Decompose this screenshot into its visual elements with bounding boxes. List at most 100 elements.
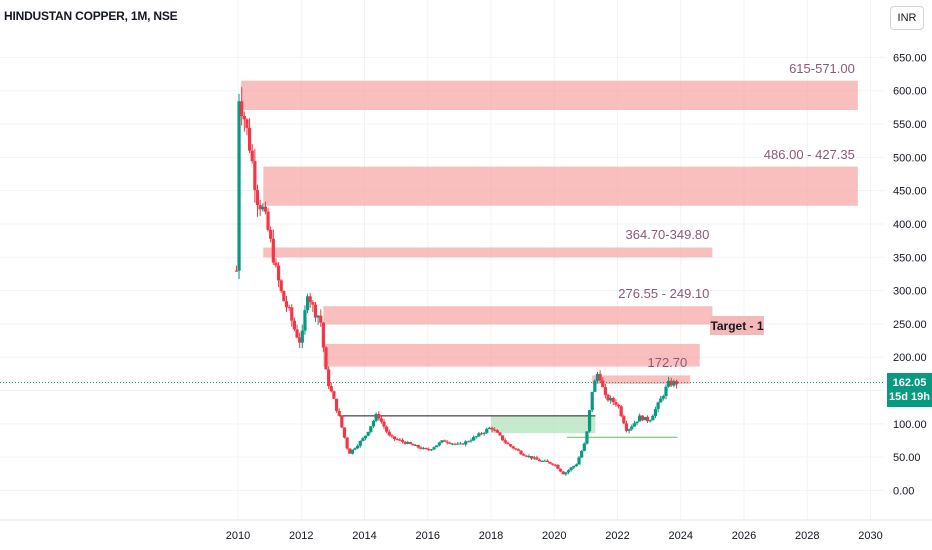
supply-zone: [592, 375, 691, 384]
candle-body: [269, 229, 273, 239]
candle-body: [345, 437, 349, 449]
zone-label-3: 364.70-349.80: [625, 227, 710, 243]
x-tick-label: 2016: [416, 530, 440, 542]
candle-body: [427, 449, 431, 451]
candle-body: [487, 427, 492, 429]
candle-body: [453, 443, 457, 445]
y-tick-label: 400.00: [893, 219, 927, 231]
candle-body: [645, 416, 650, 422]
candle-body: [556, 464, 560, 469]
candle-body: [337, 410, 341, 416]
price-axis-bg: [885, 0, 932, 550]
candle-body: [643, 416, 647, 421]
candle-body: [508, 444, 513, 447]
candle-body: [595, 373, 600, 381]
candle-body: [598, 373, 602, 381]
candle-body: [569, 467, 573, 471]
candle-body: [416, 445, 420, 448]
candle-body: [327, 369, 331, 387]
candle-body: [290, 307, 294, 321]
candle-body: [385, 426, 389, 432]
candle-body: [516, 449, 521, 451]
supply-zones: [0, 80, 885, 438]
candles: [234, 87, 679, 476]
candle-body: [448, 442, 452, 444]
candle-body: [424, 447, 428, 450]
candle-body: [258, 205, 262, 210]
zone-label-1: 615-571.00: [789, 60, 855, 76]
candle-body: [266, 211, 270, 230]
candle-body: [292, 320, 296, 330]
candle-body: [255, 190, 260, 206]
chart-title: HINDUSTAN COPPER, 1M, NSE: [4, 9, 178, 23]
candle-body: [240, 101, 244, 116]
candle-body: [334, 398, 339, 411]
candle-body: [332, 391, 336, 399]
candle-body: [535, 457, 539, 460]
candle-body: [363, 435, 368, 439]
candle-body: [577, 457, 581, 465]
candle-body: [300, 330, 304, 343]
y-tick-label: 550.00: [893, 119, 927, 131]
y-tick-label: 600.00: [893, 86, 927, 98]
x-tick-label: 2030: [858, 530, 882, 542]
candle-body: [669, 380, 673, 386]
candle-body: [540, 460, 544, 462]
candle-body: [282, 291, 286, 302]
candle-body: [503, 440, 507, 443]
candle-body: [532, 457, 536, 459]
candle-body: [656, 402, 660, 410]
candle-body: [582, 443, 586, 451]
x-tick-label: 2014: [352, 530, 376, 542]
candle-body: [482, 432, 486, 434]
candle-body: [387, 431, 391, 436]
candle-body: [537, 459, 542, 462]
target-label: Target - 1: [710, 316, 764, 335]
candle-body: [601, 380, 605, 388]
candle-body: [443, 440, 447, 442]
y-tick-label: 0.00: [893, 486, 914, 498]
candle-body: [479, 433, 484, 435]
candle-body: [379, 418, 383, 422]
candle-body: [253, 161, 257, 191]
candle-body: [356, 445, 360, 449]
candle-body: [432, 447, 436, 450]
candle-body: [305, 296, 310, 311]
candle-body: [548, 461, 552, 464]
candle-body: [263, 206, 268, 212]
x-tick-label: 2018: [479, 530, 503, 542]
y-tick-label: 300.00: [893, 286, 927, 298]
candle-body: [500, 435, 505, 441]
candle-body: [429, 449, 434, 451]
candle-body: [603, 387, 607, 395]
candle-body: [619, 406, 623, 417]
candle-body: [435, 445, 439, 448]
candle-body: [522, 454, 526, 456]
candle-body: [329, 386, 333, 392]
candle-body: [661, 396, 665, 399]
candle-body: [419, 447, 423, 449]
candle-body: [411, 443, 415, 446]
candle-body: [316, 315, 320, 318]
y-tick-label: 50.00: [893, 452, 921, 464]
candle-body: [651, 415, 655, 421]
x-tick-label: 2020: [542, 530, 566, 542]
candle-body: [572, 466, 576, 468]
candle-body: [667, 380, 671, 387]
candle-body: [574, 464, 578, 467]
candle-body: [284, 301, 289, 308]
candle-body: [566, 470, 571, 473]
supply-zone: [323, 343, 700, 367]
candle-body: [630, 426, 634, 430]
candle-body: [527, 456, 531, 458]
currency-button[interactable]: INR: [890, 6, 924, 30]
candle-body: [358, 440, 362, 446]
candle-body: [440, 440, 444, 443]
candle-body: [450, 443, 455, 445]
candle-body: [437, 442, 441, 446]
zone-label-6: 172.70: [647, 355, 688, 371]
candle-body: [640, 415, 644, 421]
bar-countdown: 15d 19h: [889, 391, 930, 403]
candle-body: [632, 423, 636, 427]
